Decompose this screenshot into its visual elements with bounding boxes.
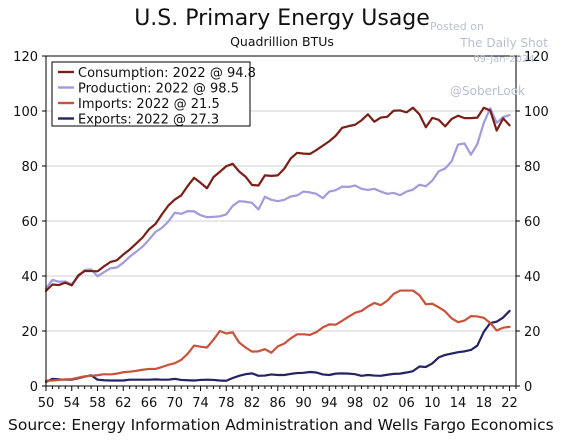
x-tick-label: 66	[141, 396, 158, 411]
y-tick-label-right: 100	[524, 105, 549, 120]
watermark-date: 09-Jan-2024	[473, 54, 535, 65]
series-lines	[44, 106, 511, 383]
y-tick-label-right: 60	[524, 215, 541, 230]
series-line-2	[44, 289, 511, 382]
y-tick-label-right: 120	[524, 50, 549, 65]
x-axis: 50 54 58 62 66 70 74 78 82 86 90 94 98 02 06 10 14 18 22	[38, 386, 518, 411]
y-tick-label-left: 0	[30, 380, 38, 395]
series-line-1	[44, 107, 511, 290]
watermark-posted-on: Posted on	[430, 20, 484, 33]
x-tick-label: 78	[218, 396, 235, 411]
y-tick-label-left: 60	[21, 215, 38, 230]
x-tick-label: 14	[450, 396, 467, 411]
y-tick-label-left: 120	[13, 50, 38, 65]
x-tick-label: 98	[347, 396, 364, 411]
x-tick-label: 86	[270, 396, 287, 411]
series-line-0	[44, 106, 511, 292]
y-tick-label-left: 100	[13, 105, 38, 120]
legend-label-0: Consumption: 2022 @ 94.8	[78, 66, 256, 81]
x-tick-label: 82	[244, 396, 261, 411]
x-tick-label: 90	[295, 396, 312, 411]
x-tick-label: 54	[63, 396, 80, 411]
watermark-publisher: The Daily Shot	[460, 36, 548, 50]
source-note: Source: Energy Information Administratio…	[8, 416, 554, 434]
x-tick-label: 02	[373, 396, 390, 411]
x-tick-label: 18	[476, 396, 493, 411]
x-tick-label: 74	[192, 396, 209, 411]
x-tick-label: 22	[501, 396, 518, 411]
y-tick-label-left: 40	[21, 270, 38, 285]
chart-subtitle: Quadrillion BTUs	[230, 34, 334, 49]
y-axis-right: 0 20 40 60 80 100 120	[516, 50, 549, 395]
legend-label-1: Production: 2022 @ 98.5	[78, 82, 239, 97]
legend-label-3: Exports: 2022 @ 27.3	[78, 113, 219, 128]
y-tick-label-right: 80	[524, 160, 541, 175]
y-axis-left: 0 20 40 60 80 100 120	[13, 50, 46, 395]
x-tick-label: 70	[166, 396, 183, 411]
y-tick-label-right: 40	[524, 270, 541, 285]
grid-lines	[46, 110, 516, 332]
y-tick-label-left: 80	[21, 160, 38, 175]
legend-label-2: Imports: 2022 @ 21.5	[78, 97, 220, 112]
legend-box	[51, 61, 251, 127]
x-tick-label: 50	[38, 396, 55, 411]
chart-title: U.S. Primary Energy Usage	[134, 6, 430, 31]
y-tick-label-left: 20	[21, 325, 38, 340]
y-tick-label-right: 20	[524, 325, 541, 340]
x-tick-label: 58	[89, 396, 106, 411]
x-tick-label: 94	[321, 396, 338, 411]
x-tick-label: 10	[424, 396, 441, 411]
series-line-3	[44, 309, 511, 383]
watermark-handle: @SoberLook	[450, 84, 525, 98]
y-tick-label-right: 0	[524, 380, 532, 395]
x-tick-label: 62	[115, 396, 132, 411]
x-tick-label: 06	[398, 396, 415, 411]
